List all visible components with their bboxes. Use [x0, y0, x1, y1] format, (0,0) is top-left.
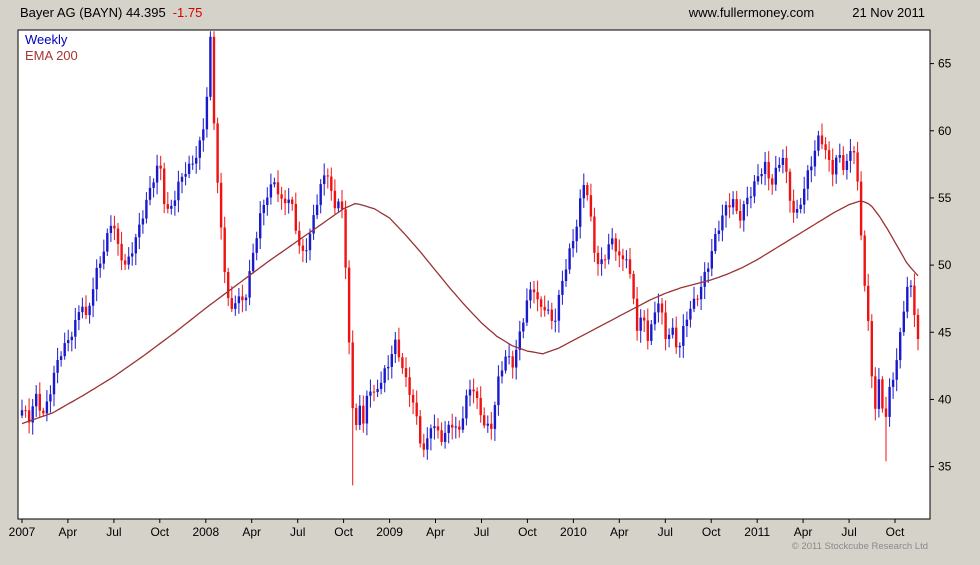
chart-header: Bayer AG (BAYN) 44.395 -1.75 www.fullermo… — [0, 0, 980, 24]
svg-text:60: 60 — [938, 124, 952, 138]
svg-text:40: 40 — [938, 392, 952, 406]
svg-text:65: 65 — [938, 57, 952, 71]
svg-text:Apr: Apr — [610, 525, 629, 539]
svg-text:2009: 2009 — [376, 525, 403, 539]
chart-legend: Weekly EMA 200 — [25, 32, 78, 64]
legend-ema-200: EMA 200 — [25, 48, 78, 63]
svg-text:Apr: Apr — [426, 525, 445, 539]
svg-text:55: 55 — [938, 191, 952, 205]
svg-text:2007: 2007 — [9, 525, 36, 539]
svg-text:2008: 2008 — [192, 525, 219, 539]
instrument-title: Bayer AG (BAYN) 44.395 — [20, 4, 166, 20]
svg-text:2011: 2011 — [744, 525, 770, 539]
price-change: -1.75 — [172, 4, 203, 20]
svg-text:Apr: Apr — [794, 525, 813, 539]
svg-text:45: 45 — [938, 325, 952, 339]
svg-text:Oct: Oct — [334, 525, 353, 539]
price-chart: 35 40 45 50 55 60 65 2007 Apr Jul Oct 2008 Apr Jul Oct… — [9, 29, 952, 539]
svg-text:Jul: Jul — [841, 525, 856, 539]
svg-text:35: 35 — [938, 460, 952, 474]
svg-text:Apr: Apr — [59, 525, 78, 539]
svg-text:Jul: Jul — [474, 525, 489, 539]
svg-text:2010: 2010 — [560, 525, 587, 539]
svg-text:Oct: Oct — [886, 525, 905, 539]
svg-text:Jul: Jul — [106, 525, 121, 539]
header-right-group: www.fullermoney.com 21 Nov 2011 — [689, 5, 980, 20]
copyright-notice: © 2011 Stockcube Research Ltd — [791, 541, 928, 552]
instrument-title-group: Bayer AG (BAYN) 44.395 -1.75 — [20, 5, 202, 20]
svg-text:Oct: Oct — [702, 525, 721, 539]
chart-date: 21 Nov 2011 — [852, 4, 925, 20]
website-link[interactable]: www.fullermoney.com — [688, 4, 815, 20]
chart-area: 35 40 45 50 55 60 65 2007 Apr Jul Oct 2008 Apr Jul Oct… — [0, 24, 980, 560]
svg-text:Oct: Oct — [150, 525, 169, 539]
svg-text:50: 50 — [938, 258, 952, 272]
svg-text:Oct: Oct — [518, 525, 537, 539]
svg-text:Jul: Jul — [658, 525, 673, 539]
legend-weekly: Weekly — [25, 32, 68, 47]
svg-text:Apr: Apr — [242, 525, 261, 539]
svg-text:Jul: Jul — [290, 525, 305, 539]
